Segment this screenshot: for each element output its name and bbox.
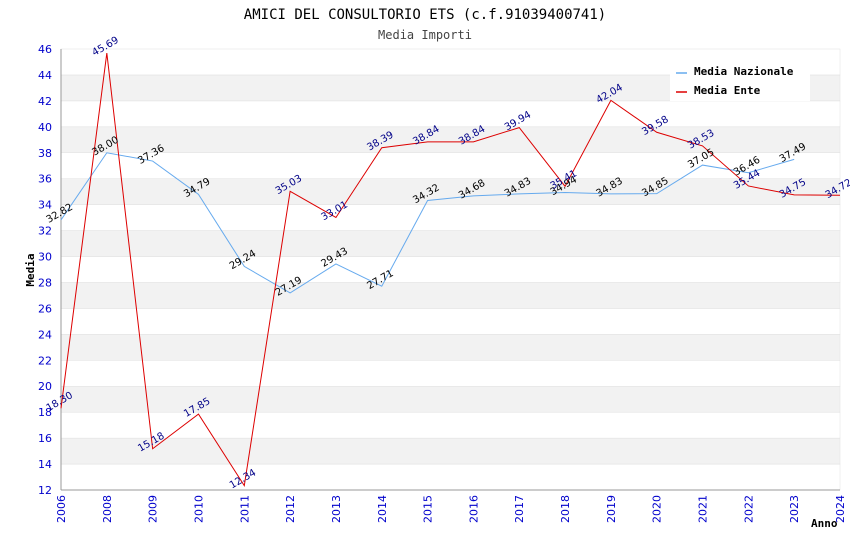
y-tick-label: 42 bbox=[38, 95, 52, 108]
y-tick-label: 26 bbox=[38, 302, 52, 315]
x-tick-label: 2018 bbox=[559, 495, 572, 523]
legend-label-media-ente: Media Ente bbox=[694, 84, 761, 97]
x-tick-label: 2010 bbox=[192, 495, 205, 523]
x-tick-label: 2013 bbox=[330, 495, 343, 523]
grid-band bbox=[60, 256, 841, 283]
x-tick-label: 2009 bbox=[147, 495, 160, 523]
y-tick-label: 18 bbox=[38, 406, 52, 419]
y-axis-label: Media bbox=[24, 253, 37, 286]
y-tick-label: 22 bbox=[38, 354, 52, 367]
grid-band bbox=[60, 152, 841, 179]
grid-band bbox=[60, 282, 841, 309]
grid-band bbox=[60, 463, 841, 491]
grid-band bbox=[60, 385, 841, 413]
legend-box bbox=[670, 59, 810, 101]
grid-band bbox=[60, 204, 841, 231]
grid-band bbox=[60, 437, 841, 465]
y-tick-label: 46 bbox=[38, 43, 52, 56]
y-tick-label: 38 bbox=[38, 147, 52, 160]
legend: Media Nazionale Media Ente bbox=[670, 59, 810, 101]
y-tick-label: 16 bbox=[38, 432, 52, 445]
series-line-media-nazionale bbox=[60, 152, 795, 294]
x-tick-label: 2022 bbox=[742, 495, 755, 523]
legend-label-media-nazionale: Media Nazionale bbox=[694, 65, 794, 78]
x-tick-label: 2023 bbox=[788, 495, 801, 523]
x-tick-label: 2020 bbox=[651, 495, 664, 523]
grid-band bbox=[60, 178, 841, 205]
x-tick-label: 2008 bbox=[101, 495, 114, 523]
y-tick-label: 14 bbox=[38, 458, 52, 471]
y-tick-label: 44 bbox=[38, 69, 52, 82]
y-tick-label: 30 bbox=[38, 251, 52, 264]
x-tick-label: 2016 bbox=[467, 495, 480, 523]
series-line-media-ente bbox=[60, 52, 841, 487]
grid-band bbox=[60, 100, 841, 128]
grid-band bbox=[60, 230, 841, 257]
chart-subtitle: Media Importi bbox=[378, 28, 472, 42]
chart-title: AMICI DEL CONSULTORIO ETS (c.f.910394007… bbox=[244, 7, 606, 23]
y-tick-label: 24 bbox=[38, 328, 52, 341]
x-tick-label: 2011 bbox=[238, 495, 251, 523]
grid-band bbox=[60, 126, 841, 154]
x-tick-label: 2006 bbox=[55, 495, 68, 523]
y-tick-label: 34 bbox=[38, 199, 52, 212]
grid-band bbox=[60, 411, 841, 439]
y-tick-label: 20 bbox=[38, 380, 52, 393]
x-tick-label: 2014 bbox=[376, 495, 389, 523]
grid-band bbox=[60, 308, 841, 335]
grid-band bbox=[60, 360, 841, 387]
y-tick-label: 28 bbox=[38, 276, 52, 289]
x-tick-label: 2017 bbox=[513, 495, 526, 523]
x-tick-label: 2024 bbox=[834, 495, 847, 523]
x-axis-label: Anno bbox=[811, 517, 838, 530]
y-tick-label: 40 bbox=[38, 121, 52, 134]
y-tick-label: 36 bbox=[38, 173, 52, 186]
grid-band bbox=[60, 334, 841, 361]
y-tick-label: 12 bbox=[38, 484, 52, 497]
y-tick-label: 32 bbox=[38, 225, 52, 238]
x-tick-label: 2021 bbox=[697, 495, 710, 523]
x-tick-label: 2015 bbox=[422, 495, 435, 523]
x-tick-label: 2012 bbox=[284, 495, 297, 523]
x-tick-label: 2019 bbox=[605, 495, 618, 523]
